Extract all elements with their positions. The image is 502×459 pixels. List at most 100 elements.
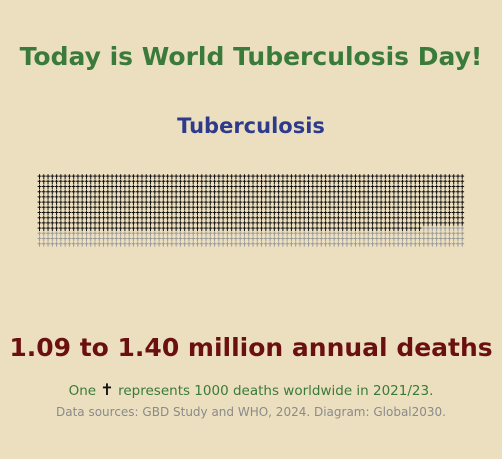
cross-icon-upper [413, 231, 418, 237]
cross-icon-lower [110, 179, 114, 185]
cross-icon-lower [451, 221, 456, 226]
cross-icon-lower [182, 226, 187, 231]
cross-icon-lower [157, 226, 161, 231]
cross-icon-lower [225, 179, 230, 185]
cross-icon-lower [37, 215, 42, 221]
cross-icon-upper [148, 241, 153, 247]
cross-icon-lower [255, 205, 260, 211]
cross-icon-upper [315, 236, 319, 242]
cross-icon-upper [332, 231, 337, 237]
cross-icon-lower [409, 189, 413, 195]
cross-icon-lower [268, 226, 272, 231]
cross-icon-upper [319, 241, 324, 247]
cross-grid [37, 174, 465, 247]
cross-icon-lower [225, 210, 230, 216]
cross-icon-upper [345, 236, 349, 242]
cross-icon-lower [152, 189, 157, 195]
cross-icon-upper [315, 241, 319, 247]
cross-icon-lower [67, 226, 72, 231]
cross-icon-upper [199, 236, 204, 242]
cross-icon-upper [37, 241, 42, 247]
cross-icon-lower [353, 184, 358, 190]
cross-icon-lower [357, 205, 362, 211]
cross-icon-lower [93, 200, 97, 205]
cross-icon-lower [148, 205, 153, 211]
cross-icon-upper [67, 241, 72, 247]
cross-icon-upper [140, 231, 144, 237]
cross-icon-upper [323, 231, 328, 237]
cross-icon-lower [67, 184, 72, 190]
cross-icon-lower [152, 210, 157, 216]
cross-icon-upper [259, 241, 264, 247]
cross-icon-upper [447, 236, 452, 242]
cross-icon-lower [392, 226, 396, 231]
cross-icon-lower [289, 174, 294, 179]
cross-icon-lower [383, 205, 388, 211]
cross-icon-lower [306, 226, 311, 231]
cross-icon-lower [41, 184, 46, 190]
cross-icon-lower [285, 174, 290, 179]
cross-icon-lower [140, 221, 144, 226]
cross-icon-lower [251, 226, 255, 231]
cross-icon-lower [204, 189, 208, 195]
cross-icon-upper [93, 236, 97, 242]
cross-icon-lower [400, 200, 405, 205]
cross-icon-upper [383, 241, 388, 247]
cross-icon-upper [268, 241, 272, 247]
cross-icon-upper [285, 231, 290, 237]
cross-icon-upper [323, 236, 328, 242]
cross-icon-lower [161, 200, 166, 205]
cross-icon-lower [54, 221, 59, 226]
cross-icon-upper [234, 231, 238, 237]
cross-icon-upper [255, 241, 260, 247]
cross-icon-lower [123, 205, 127, 211]
cross-icon-lower [421, 210, 426, 216]
cross-icon-lower [272, 215, 277, 221]
cross-icon-lower [336, 205, 341, 211]
cross-icon-lower [276, 200, 281, 205]
cross-icon-lower [340, 179, 345, 185]
cross-icon-lower [208, 215, 213, 221]
cross-icon-lower [456, 205, 460, 211]
cross-icon-lower [76, 174, 80, 179]
cross-icon-lower [255, 215, 260, 221]
cross-icon-upper [123, 236, 127, 242]
cross-icon-upper [280, 236, 285, 242]
cross-icon-lower [302, 195, 307, 200]
cross-icon-lower [191, 210, 196, 216]
cross-icon-upper [127, 231, 132, 237]
cross-icon-lower [443, 189, 448, 195]
cross-icon-lower [396, 205, 401, 211]
cross-icon-upper [353, 241, 358, 247]
cross-icon-lower [332, 174, 337, 179]
cross-icon-lower [302, 184, 307, 190]
cross-icon-lower [229, 189, 234, 195]
cross-icon-upper [443, 231, 448, 237]
cross-icon-lower [88, 184, 93, 190]
cross-icon-lower [362, 215, 366, 221]
cross-icon-lower [144, 189, 149, 195]
cross-icon-lower [169, 174, 174, 179]
cross-icon-lower [370, 200, 375, 205]
cross-icon-lower [148, 179, 153, 185]
cross-icon-lower [178, 179, 183, 185]
cross-icon-lower [400, 179, 405, 185]
cross-icon-lower [413, 184, 418, 190]
cross-icon-upper [101, 241, 106, 247]
cross-icon-lower [340, 205, 345, 211]
cross-icon-lower [289, 210, 294, 216]
cross-icon-upper [242, 231, 247, 237]
cross-icon-lower [229, 215, 234, 221]
cross-icon-lower [182, 221, 187, 226]
cross-icon-lower [409, 195, 413, 200]
cross-icon-lower [187, 205, 191, 211]
cross-icon-lower [131, 200, 136, 205]
cross-icon-upper [63, 231, 68, 237]
cross-icon-lower [409, 205, 413, 211]
cross-icon-lower [332, 179, 337, 185]
cross-icon-upper [310, 241, 315, 247]
cross-icon-upper [229, 231, 234, 237]
cross-icon-lower [409, 210, 413, 216]
cross-icon-lower [374, 226, 379, 231]
cross-icon-upper [396, 231, 401, 237]
